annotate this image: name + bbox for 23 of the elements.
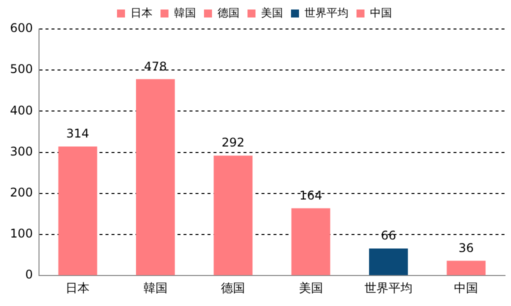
- legend-label: 韓国: [174, 6, 196, 20]
- legend-label: 日本: [130, 6, 152, 20]
- legend-label: 世界平均: [304, 6, 348, 20]
- x-tick-label: 中国: [454, 280, 478, 295]
- legend-label: 中国: [370, 6, 392, 20]
- y-tick-label: 400: [10, 103, 33, 118]
- x-tick-label: 德国: [221, 280, 246, 295]
- legend-label: 德国: [218, 6, 240, 20]
- x-tick-label: 美国: [298, 280, 323, 295]
- data-label: 314: [66, 126, 90, 141]
- data-label: 164: [299, 188, 322, 202]
- y-tick-label: 200: [10, 186, 33, 200]
- x-tick-label: 日本: [66, 280, 90, 295]
- y-tick-label: 600: [10, 21, 33, 36]
- x-tick-label: 世界平均: [364, 280, 412, 295]
- data-label: 292: [222, 136, 245, 150]
- x-tick-label: 韓国: [143, 280, 168, 295]
- y-tick-label: 100: [10, 226, 33, 241]
- y-tick-label: 0: [25, 268, 33, 282]
- y-tick-label: 500: [10, 62, 33, 76]
- data-label: 36: [458, 240, 474, 255]
- y-tick-label: 300: [10, 144, 33, 158]
- legend-label: 美国: [261, 6, 283, 20]
